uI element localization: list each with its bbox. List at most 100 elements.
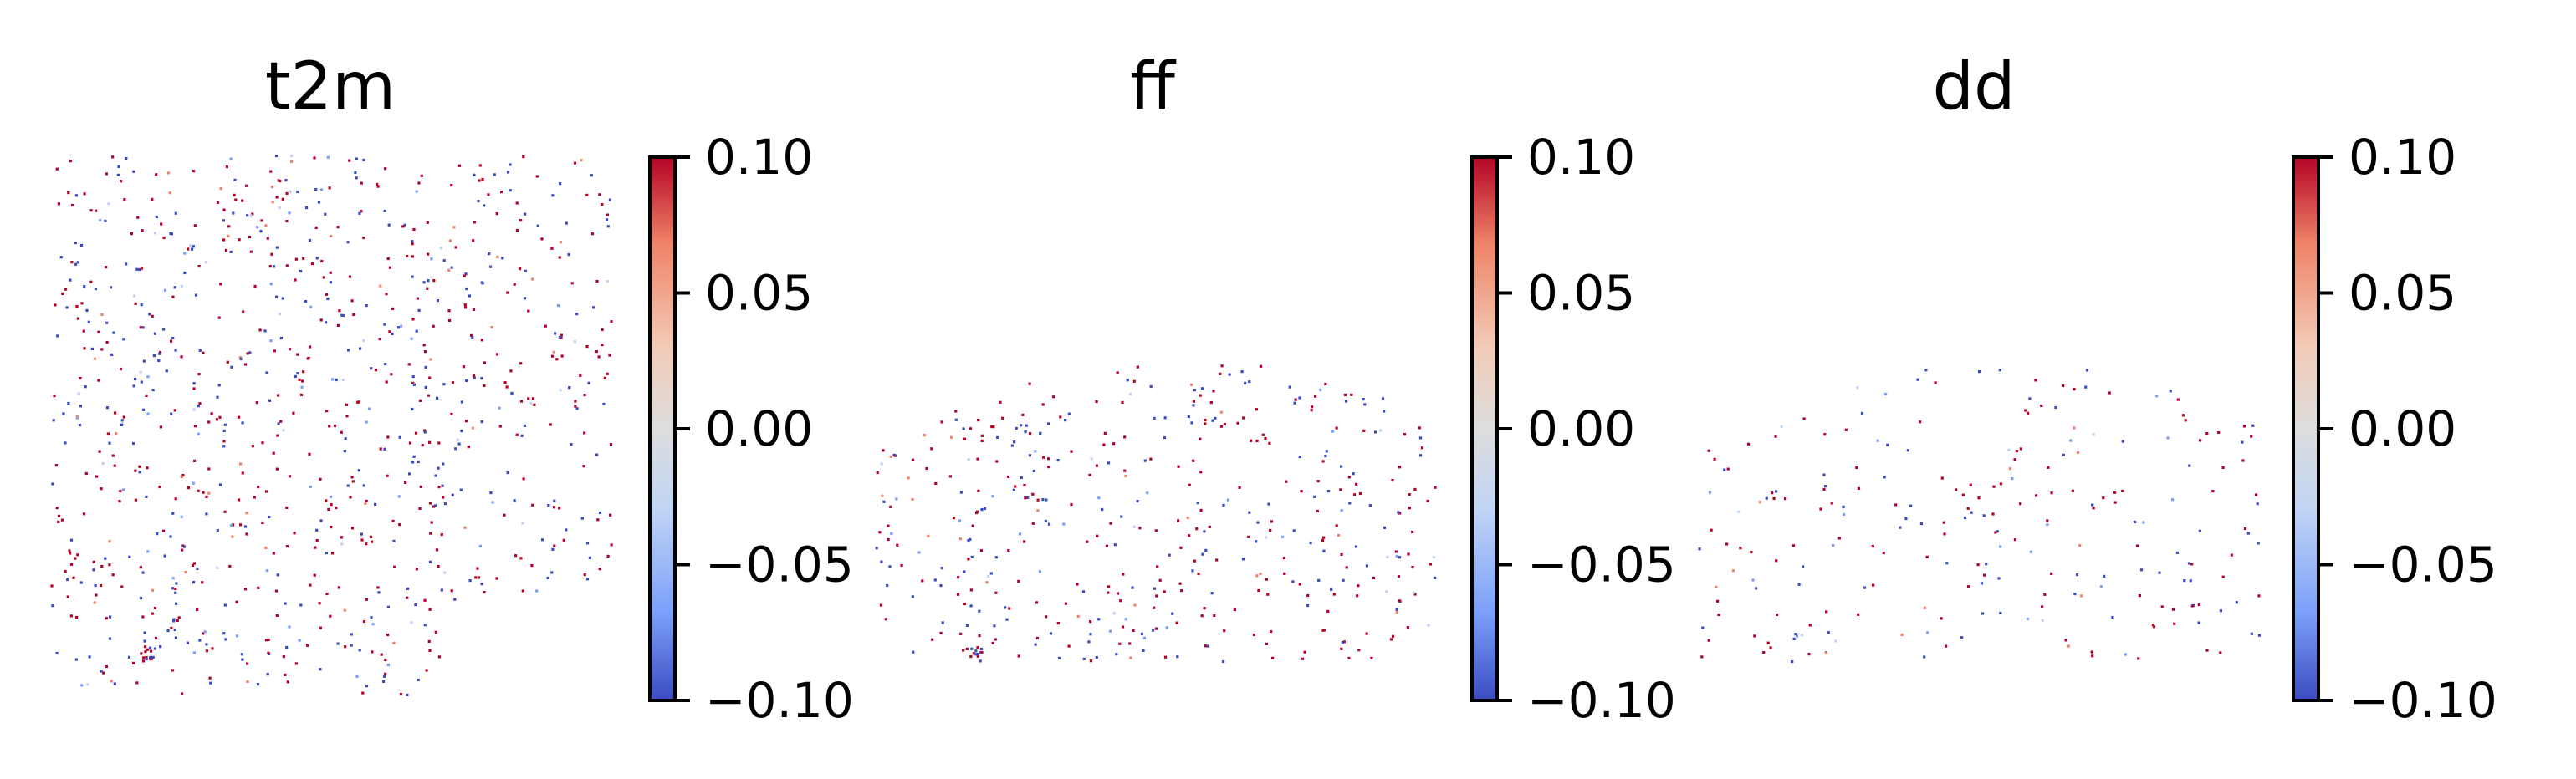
scatter-point [391,307,395,310]
scatter-point [245,532,248,536]
scatter-point [1064,602,1067,605]
scatter-point [2243,527,2247,531]
scatter-point [133,294,136,298]
scatter-point [1980,582,1984,585]
scatter-point [550,247,554,250]
scatter-point [974,649,978,653]
scatter-point [553,499,556,502]
scatter-point [207,420,211,424]
scatter-point [242,310,245,313]
scatter-point [360,538,364,542]
scatter-point [172,618,176,621]
colorbar-tick-label: 0.10 [1527,129,1635,186]
scatter-point [93,357,96,360]
scatter-point [2242,425,2246,428]
scatter-point [1190,383,1193,386]
scatter-point [1211,419,1214,422]
scatter-point [1255,540,1258,543]
scatter-point [1342,578,1345,582]
scatter-point [595,279,599,283]
scatter-point [958,537,962,541]
scatter-point [313,573,316,577]
scatter-point [1188,534,1191,537]
scatter-point [1142,636,1146,639]
scatter-point [1726,467,1730,471]
scatter-point [1391,634,1395,638]
scatter-point [182,545,187,548]
scatter-point [170,626,173,629]
scatter-point [1992,485,1996,488]
scatter-point [1819,507,1822,511]
scatter-point [108,563,111,567]
scatter-point [1076,583,1079,586]
scatter-point [336,226,340,229]
scatter-point [282,429,285,432]
scatter-point [2064,639,2067,642]
scatter-point [398,523,401,527]
scatter-point [225,165,228,169]
scatter-point [264,490,268,493]
scatter-point [1102,443,1106,446]
scatter-point [554,332,557,335]
scatter-point [519,219,523,222]
scatter-point [531,277,534,281]
scatter-point [159,425,162,429]
scatter-point [427,252,430,256]
scatter-point [1723,468,1726,471]
scatter-point [153,647,157,650]
scatter-point [1270,630,1273,634]
scatter-point [1209,400,1213,405]
scatter-point [384,658,387,662]
scatter-point [427,639,431,643]
scatter-point [180,285,183,288]
scatter-point [477,576,481,579]
scatter-point [84,385,87,389]
scatter-point [1940,476,1944,480]
scatter-point [884,618,887,621]
scatter-point [406,587,410,590]
scatter-point [118,500,121,503]
scatter-point [267,638,270,641]
scatter-point [273,349,276,353]
scatter-point [506,471,509,475]
scatter-point [601,344,604,347]
scatter-point [422,281,426,284]
scatter-point [152,354,156,358]
scatter-point [197,489,200,492]
scatter-point [173,628,176,632]
scatter-point [141,229,144,232]
scatter-point [315,257,319,260]
scatter-point [192,382,196,385]
scatter-point [1109,522,1112,525]
scatter-point [1059,415,1062,419]
scatter-point [335,506,338,510]
scatter-point [610,543,613,547]
scatter-point [478,179,481,182]
scatter-point [876,471,879,475]
scatter-point [934,481,938,486]
scatter-point [411,275,414,278]
scatter-point [1265,578,1268,581]
scatter-point [173,286,176,289]
scatter-point [411,318,415,321]
scatter-point [480,420,483,424]
scatter-point [365,542,368,546]
scatter-point [79,424,82,427]
scatter-point [276,434,279,437]
scatter-point [348,275,352,278]
scatter-point [423,429,427,432]
scatter-point [224,248,228,252]
scatter-point [215,418,218,421]
scatter-point [383,209,386,212]
scatter-point [1316,509,1319,513]
scatter-point [293,532,296,535]
scatter-point [360,532,363,536]
scatter-point [1140,632,1143,636]
scatter-point [238,523,243,527]
scatter-point [65,306,69,309]
scatter-point [418,507,422,510]
scatter-point [414,603,417,607]
scatter-point [207,467,211,471]
scatter-point [218,415,222,419]
scatter-point [302,257,305,260]
